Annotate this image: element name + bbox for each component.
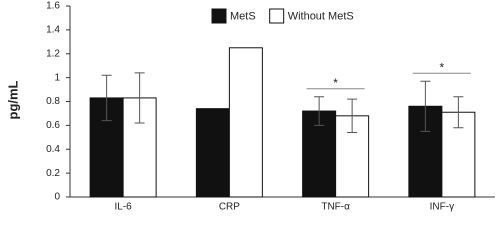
y-tick-label: 0.6 [46,120,60,131]
x-tick-label: IL-6 [115,202,133,213]
bar [195,108,230,198]
error-bar [420,80,431,132]
x-tick-label: CRP [219,202,240,213]
y-tick-label: 0.2 [46,168,60,179]
y-tick-label: 0 [54,192,60,203]
significance-mark: * [333,76,338,90]
y-tick-label: 0.4 [46,144,60,155]
y-tick-label: 1.2 [46,48,60,59]
error-bar [453,96,464,129]
legend-swatch [269,8,285,24]
bar [408,105,443,198]
error-bar [134,72,145,124]
y-tick-label: 1 [54,72,60,83]
bar [228,47,263,198]
y-tick-label: 1.6 [46,1,60,12]
x-tick-label: TNF-α [321,202,350,213]
x-tick-label: INF-γ [430,202,454,213]
error-bar [314,96,325,126]
error-bar [101,74,112,122]
significance-mark: * [440,60,445,74]
chart: pg/mL 0 0.2 0.4 0.6 0.8 1 1.2 1.4 1.6 MetS Without… [5,1,495,213]
y-tick-label: 1.4 [46,25,60,36]
y-axis-label: pg/mL [5,80,20,119]
legend-swatch [211,8,227,24]
y-tick-label: 0.8 [46,96,60,107]
error-bar [347,98,358,134]
legend-label: MetS [230,10,256,22]
legend-label: Without MetS [288,10,354,22]
